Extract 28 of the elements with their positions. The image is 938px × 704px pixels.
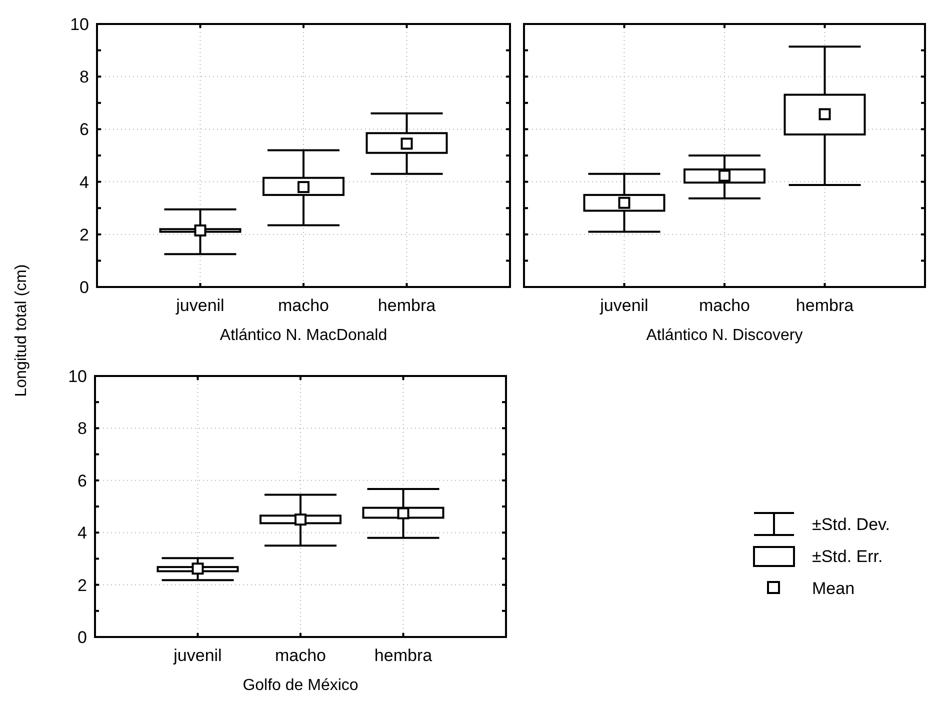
y-tick-label: 8 bbox=[78, 419, 87, 438]
x-axis-title: Atlántico N. MacDonald bbox=[220, 327, 388, 344]
y-tick-label: 8 bbox=[80, 68, 89, 87]
text: ±Std. Err. bbox=[812, 546, 883, 566]
y-tick-label: 10 bbox=[68, 366, 87, 386]
y-tick-label: 4 bbox=[78, 524, 87, 543]
text: ±Std. Dev. bbox=[812, 514, 890, 534]
y-tick-label: 6 bbox=[78, 471, 87, 490]
x-tick-label: juvenil bbox=[175, 296, 224, 315]
y-tick-label: 0 bbox=[78, 628, 87, 647]
y-tick-label: 2 bbox=[80, 225, 89, 244]
x-tick-label: macho bbox=[698, 296, 750, 315]
x-axis-title: Golfo de México bbox=[242, 677, 358, 694]
x-tick-label: hembra bbox=[378, 296, 436, 315]
x-tick-label: macho bbox=[274, 646, 326, 665]
x-axis-title: Atlántico N. Discovery bbox=[646, 327, 803, 344]
x-tick-label: macho bbox=[278, 296, 330, 315]
y-axis-title: Longitud total (cm) bbox=[13, 264, 30, 397]
y-tick-label: 0 bbox=[80, 278, 89, 297]
x-tick-label: juvenil bbox=[599, 296, 648, 315]
x-tick-label: hembra bbox=[374, 646, 433, 665]
x-tick-label: juvenil bbox=[172, 646, 222, 665]
y-tick-label: 10 bbox=[70, 14, 89, 34]
x-tick-label: hembra bbox=[796, 296, 854, 315]
y-tick-label: 4 bbox=[80, 172, 89, 192]
y-tick-label: 2 bbox=[78, 576, 87, 595]
text: Mean bbox=[812, 578, 855, 598]
y-tick-label: 6 bbox=[80, 120, 89, 140]
